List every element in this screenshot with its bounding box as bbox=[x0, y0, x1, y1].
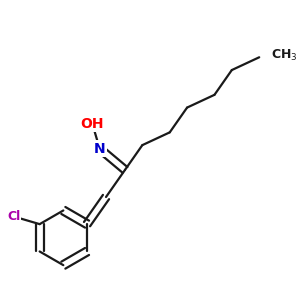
Text: OH: OH bbox=[81, 117, 104, 131]
Text: N: N bbox=[94, 142, 106, 156]
Text: Cl: Cl bbox=[7, 210, 20, 224]
Text: CH$_3$: CH$_3$ bbox=[271, 48, 297, 63]
